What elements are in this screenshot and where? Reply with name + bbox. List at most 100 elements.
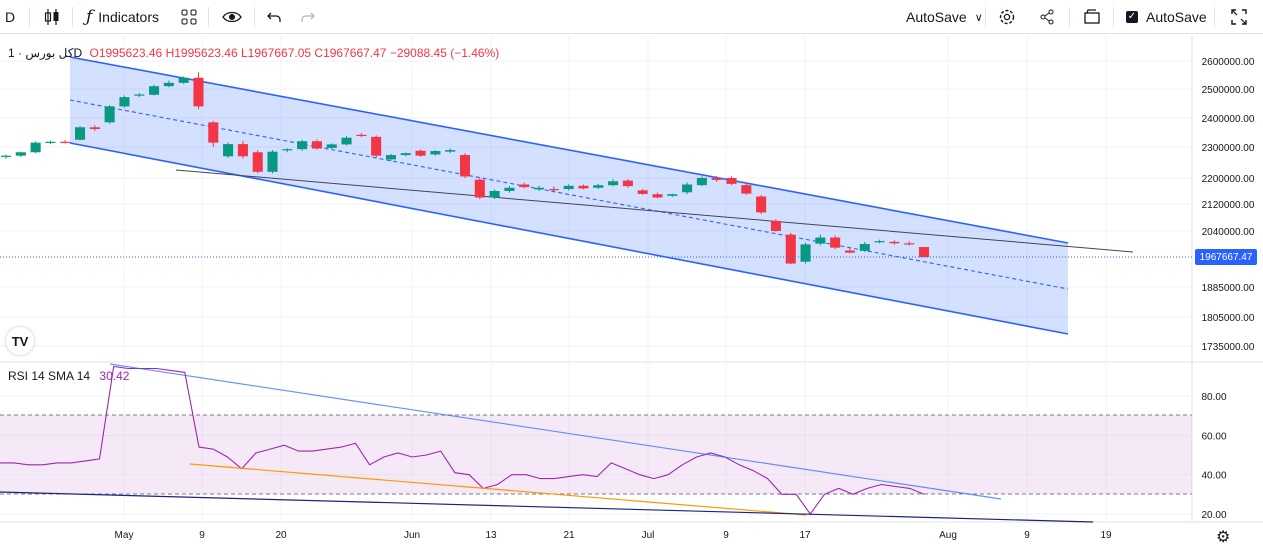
- candle-body: [223, 144, 234, 157]
- candle-body: [696, 178, 707, 186]
- candle-body: [74, 127, 86, 140]
- candle-body: [134, 94, 145, 96]
- hide-button[interactable]: [222, 0, 242, 34]
- grid: [0, 36, 1192, 522]
- time-tick-label: Jul: [642, 530, 655, 541]
- candle-body: [533, 187, 545, 190]
- time-tick-label: 13: [485, 530, 497, 541]
- function-icon: ƒ: [86, 7, 93, 27]
- divider: [72, 7, 73, 27]
- candle-body: [593, 185, 604, 188]
- time-tick-label: Jun: [404, 530, 420, 541]
- price-tick-label: 2300000.00: [1202, 143, 1255, 154]
- candle-body: [237, 144, 248, 157]
- share-button[interactable]: [1039, 0, 1055, 34]
- candle-body: [667, 194, 678, 196]
- candle-body: [652, 194, 663, 198]
- candle-body: [474, 179, 485, 198]
- time-tick-label: 9: [723, 530, 729, 541]
- candle-body: [385, 155, 397, 160]
- indicators-label: Indicators: [98, 9, 159, 25]
- chart-type-button[interactable]: [44, 0, 60, 34]
- price-tick-label: 2500000.00: [1202, 85, 1255, 96]
- time-tick-label: Aug: [939, 530, 957, 541]
- autosave-toggle[interactable]: ✓ AutoSave: [1126, 0, 1207, 34]
- symbol-legend: کل بورس · 1D O1995623.46 H1995623.46 L19…: [8, 46, 499, 60]
- rsi-band-fill: [0, 415, 1192, 494]
- price-tick-label: 2120000.00: [1202, 200, 1255, 211]
- rsi-tick-label: 80.00: [1201, 392, 1226, 403]
- rsi-trendline-upper[interactable]: [109, 363, 1002, 500]
- candle-body: [874, 241, 885, 243]
- interval-label: D: [5, 9, 16, 25]
- candle-body: [356, 134, 367, 137]
- time-tick-label: 17: [799, 530, 811, 541]
- divider: [1113, 7, 1114, 27]
- candle-body: [311, 141, 322, 149]
- candle-body: [756, 196, 767, 213]
- divider: [1214, 7, 1215, 27]
- time-tick-label: May: [115, 530, 134, 541]
- settings-gear-icon[interactable]: ⚙: [1216, 529, 1231, 546]
- candle-body: [785, 234, 796, 264]
- tradingview-logo[interactable]: TV: [6, 327, 34, 355]
- autosave-menu[interactable]: AutoSave ∨: [906, 0, 983, 34]
- candle-body: [0, 155, 12, 157]
- undo-button[interactable]: [266, 0, 282, 34]
- channel-fill[interactable]: [70, 57, 1068, 334]
- candle-body: [815, 237, 826, 244]
- redo-button[interactable]: [300, 0, 316, 34]
- divider: [254, 7, 255, 27]
- rsi-trendline-lower[interactable]: [0, 491, 1094, 523]
- candle-body: [504, 187, 515, 191]
- candle-body: [711, 178, 722, 180]
- rsi-line[interactable]: [0, 365, 925, 515]
- rsi-trendline-orange[interactable]: [189, 463, 807, 516]
- price-axis: 2600000.00 2500000.00 2400000.00 2300000.00…: [1202, 57, 1255, 353]
- checkbox-icon: ✓: [1126, 11, 1138, 23]
- eye-icon: [222, 11, 242, 23]
- divider: [208, 7, 209, 27]
- fullscreen-icon: [1231, 9, 1247, 25]
- undo-icon: [267, 12, 281, 22]
- interval-button[interactable]: D: [5, 0, 15, 34]
- price-tick-label: 1735000.00: [1202, 342, 1255, 353]
- settings-button[interactable]: [997, 0, 1017, 34]
- fullscreen-button[interactable]: [1231, 0, 1247, 34]
- candle-body: [326, 144, 337, 148]
- candle-body: [622, 180, 633, 187]
- symbol-name[interactable]: کل بورس · 1D: [8, 46, 83, 60]
- snapshot-icon: [1084, 9, 1100, 24]
- candle-body: [60, 141, 71, 143]
- share-icon: [1040, 9, 1054, 25]
- snapshot-button[interactable]: [1083, 0, 1101, 34]
- indicators-button[interactable]: ƒ Indicators: [86, 0, 159, 34]
- candle-body: [637, 190, 648, 194]
- candle-body: [119, 97, 130, 107]
- candle-body: [682, 184, 693, 193]
- ohlc-change: −29088.45 (−1.46%): [389, 46, 500, 60]
- channel-median-line[interactable]: [69, 99, 1069, 290]
- candle-body: [770, 220, 781, 231]
- candle-body: [193, 77, 204, 107]
- rsi-title[interactable]: RSI 14 SMA 14: [8, 369, 91, 383]
- templates-button[interactable]: [180, 0, 198, 34]
- candle-body: [297, 141, 308, 150]
- candle-body: [904, 243, 915, 245]
- candle-body: [830, 237, 841, 248]
- rsi-tick-label: 60.00: [1201, 431, 1226, 442]
- candle-body: [163, 82, 174, 87]
- candle-body: [726, 178, 737, 184]
- candle-body: [519, 184, 530, 188]
- candle-body: [45, 141, 56, 143]
- candle-body: [30, 142, 41, 153]
- candle-body: [178, 77, 189, 83]
- candle-body: [741, 185, 752, 194]
- candle-body: [89, 127, 100, 130]
- ohlc-high: H1995623.46: [165, 46, 238, 60]
- channel-upper-line[interactable]: [69, 56, 1069, 244]
- candle-body: [563, 185, 574, 190]
- candle-body: [371, 136, 382, 156]
- trend-line[interactable]: [175, 169, 1134, 253]
